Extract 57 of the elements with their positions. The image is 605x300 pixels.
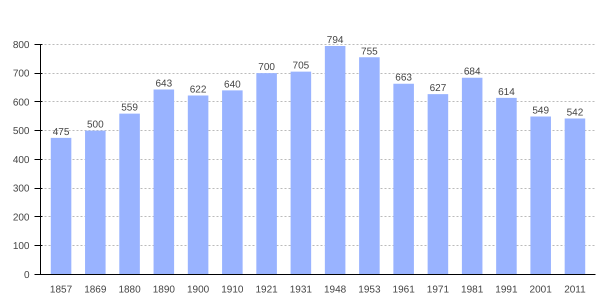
bar <box>530 116 551 274</box>
bar <box>428 94 448 274</box>
y-tick-label: 100 <box>12 241 30 252</box>
x-tick-label: 1857 <box>50 284 73 296</box>
bar <box>50 138 72 274</box>
bar <box>222 90 243 274</box>
x-tick-label: 1910 <box>221 284 244 296</box>
data-label: 475 <box>52 126 70 138</box>
data-label: 684 <box>464 66 481 78</box>
data-label: 640 <box>224 79 242 90</box>
bar <box>564 118 586 274</box>
x-tick-label: 1953 <box>358 284 381 296</box>
y-tick-label: 300 <box>12 184 30 195</box>
x-tick-label: 2001 <box>530 284 552 296</box>
bar <box>359 57 380 274</box>
y-tick-label: 800 <box>12 40 30 51</box>
x-tick-label: 1981 <box>461 284 484 296</box>
x-tick-label: 2011 <box>564 284 586 296</box>
data-label: 549 <box>532 106 550 117</box>
bar <box>462 78 482 274</box>
data-label: 627 <box>430 83 447 94</box>
data-label: 705 <box>292 60 310 72</box>
data-label: 794 <box>326 35 344 46</box>
y-tick-label: 200 <box>12 212 30 224</box>
data-label: 622 <box>190 84 207 96</box>
data-label: 614 <box>498 86 516 98</box>
data-label: 500 <box>86 120 104 131</box>
data-label: 542 <box>566 108 584 119</box>
x-tick-label: 1931 <box>290 284 312 296</box>
x-tick-label: 1961 <box>392 284 416 296</box>
data-label: 643 <box>155 78 173 90</box>
y-tick-label: 600 <box>12 97 30 108</box>
bar <box>85 130 106 274</box>
x-tick-label: 1921 <box>255 284 278 296</box>
data-label: 700 <box>258 62 276 74</box>
bar <box>290 72 312 274</box>
bar <box>393 84 414 274</box>
bar <box>188 96 208 274</box>
data-label: 559 <box>121 102 138 114</box>
x-tick-label: 1948 <box>324 284 347 296</box>
x-tick-label: 1900 <box>186 284 210 296</box>
x-tick-label: 1890 <box>152 284 176 296</box>
x-tick-label: 1971 <box>426 284 450 296</box>
x-tick-label: 1869 <box>84 284 107 296</box>
x-tick-label: 1880 <box>118 284 142 296</box>
y-tick-label: 0 <box>24 270 30 281</box>
bar <box>496 98 517 274</box>
data-label: 755 <box>361 46 378 58</box>
data-label: 663 <box>395 72 412 84</box>
y-tick-label: 500 <box>12 126 30 138</box>
bar <box>154 89 174 274</box>
x-tick-label: 1991 <box>495 284 518 296</box>
bar <box>324 46 346 274</box>
y-tick-label: 400 <box>12 154 30 166</box>
bar <box>256 73 277 274</box>
y-tick-label: 700 <box>12 68 30 80</box>
bar <box>119 114 140 274</box>
